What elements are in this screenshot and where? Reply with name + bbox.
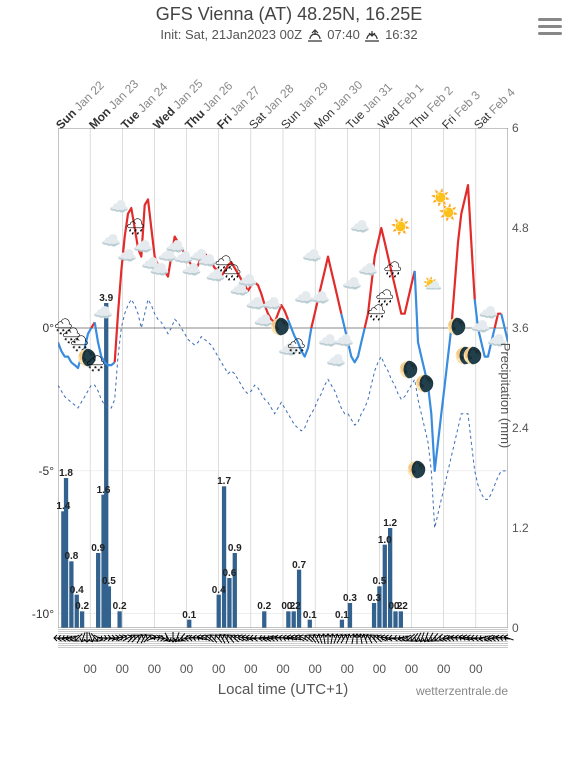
precip-label: 0.2: [257, 601, 271, 612]
hour-tick: 00: [244, 662, 257, 676]
hour-tick: 00: [341, 662, 354, 676]
sunrise-icon: [306, 29, 324, 43]
x-axis-label: Local time (UTC+1): [218, 681, 348, 698]
precip-label: 0.1: [303, 610, 317, 621]
precip-label: 0.1: [335, 610, 349, 621]
hour-tick: 00: [276, 662, 289, 676]
weather-icon-moon: 🌘: [463, 348, 481, 366]
ytick-left: -5°: [28, 464, 54, 478]
weather-icon-cloud: ☁️: [109, 199, 127, 217]
weather-icon-cloud: ☁️: [334, 333, 352, 351]
weather-icon-moon: 🌘: [407, 462, 425, 480]
weather-icon-raincloud: 🌧: [374, 290, 392, 308]
init-label: Init: Sat, 21Jan2023 00Z: [160, 27, 302, 42]
hour-tick: 00: [116, 662, 129, 676]
precip-label: 0.2: [287, 601, 301, 612]
precip-label: 0.5: [372, 576, 386, 587]
precip-label: 0.9: [91, 543, 105, 554]
ytick-left: -10°: [28, 607, 54, 621]
precip-label: 1.8: [59, 468, 73, 479]
weather-icon-cloud: ☁️: [262, 296, 280, 314]
weather-icon-partly: ⛅: [423, 276, 441, 294]
precip-label: 1.0: [378, 535, 392, 546]
weather-icon-snowcloud: 🌨: [85, 356, 103, 374]
precip-label: 1.4: [56, 501, 70, 512]
precip-label: 0.2: [394, 601, 408, 612]
weather-icon-cloud: ☁️: [358, 262, 376, 280]
hour-tick: 00: [180, 662, 193, 676]
y-right-label: Precipitation (mm): [498, 343, 513, 448]
weather-icon-cloud: ☁️: [479, 305, 497, 323]
precip-label: 0.4: [70, 585, 84, 596]
precip-label: 3.9: [99, 293, 113, 304]
chart-area: -10°-5°0°01.22.43.64.86Sun Jan 22Mon Jan…: [20, 48, 550, 748]
hour-tick: 00: [373, 662, 386, 676]
sunset-icon: [363, 29, 381, 43]
precip-label: 1.2: [383, 518, 397, 529]
ytick-right: 2.4: [512, 421, 542, 435]
attribution: wetterzentrale.de: [416, 684, 508, 698]
precip-label: 0.2: [75, 601, 89, 612]
hour-tick: 00: [83, 662, 96, 676]
ytick-left: 0°: [28, 321, 54, 335]
weather-icon-snowcloud: 🌨: [286, 339, 304, 357]
precip-label: 0.7: [292, 560, 306, 571]
precip-label: 0.9: [228, 543, 242, 554]
ytick-right: 1.2: [512, 521, 542, 535]
weather-icon-raincloud: 🌧: [382, 262, 400, 280]
precip-label: 0.3: [343, 593, 357, 604]
weather-icon-cloud: ☁️: [133, 239, 151, 257]
sunrise-time: 07:40: [327, 27, 360, 42]
hour-tick: 00: [148, 662, 161, 676]
hour-tick: 00: [437, 662, 450, 676]
weather-icon-cloud: ☁️: [93, 305, 111, 323]
plot-region: -10°-5°0°01.22.43.64.86Sun Jan 22Mon Jan…: [58, 128, 508, 648]
hour-tick: 00: [212, 662, 225, 676]
precip-label: 0.2: [113, 601, 127, 612]
precip-label: 0.4: [212, 585, 226, 596]
precip-label: 0.1: [182, 610, 196, 621]
weather-icon-moon: 🌘: [415, 376, 433, 394]
weather-icon-cloud: ☁️: [326, 353, 344, 371]
hour-tick: 00: [308, 662, 321, 676]
weather-icon-moon: 🌘: [447, 319, 465, 337]
wind-row: [58, 628, 508, 648]
precip-label: 0.6: [222, 568, 236, 579]
precip-label: 0.5: [102, 576, 116, 587]
precip-label: 1.7: [217, 476, 231, 487]
weather-icon-raincloud: 🌧: [125, 219, 143, 237]
day-label: Sat Feb 4: [471, 85, 518, 132]
ytick-right: 3.6: [512, 321, 542, 335]
ytick-right: 4.8: [512, 221, 542, 235]
weather-icon-cloud: ☁️: [350, 219, 368, 237]
sunset-time: 16:32: [385, 27, 418, 42]
weather-icon-moon: 🌘: [270, 319, 288, 337]
chart-container: GFS Vienna (AT) 48.25N, 16.25E Init: Sat…: [0, 0, 578, 768]
precip-label: 1.6: [97, 485, 111, 496]
hour-tick: 00: [405, 662, 418, 676]
ytick-right: 6: [512, 121, 542, 135]
chart-subtitle: Init: Sat, 21Jan2023 00Z 07:40 16:32: [0, 27, 578, 43]
weather-icon-sun: ☀️: [391, 219, 409, 237]
weather-icon-cloud: ☁️: [302, 248, 320, 266]
chart-header: GFS Vienna (AT) 48.25N, 16.25E Init: Sat…: [0, 0, 578, 43]
weather-icon-cloud: ☁️: [310, 290, 328, 308]
weather-icon-sun: ☀️: [439, 205, 457, 223]
menu-icon[interactable]: [538, 14, 562, 39]
precip-label: 0.3: [367, 593, 381, 604]
weather-icon-cloud: ☁️: [238, 273, 256, 291]
chart-title: GFS Vienna (AT) 48.25N, 16.25E: [0, 4, 578, 25]
hour-tick: 00: [469, 662, 482, 676]
precip-label: 0.8: [64, 551, 78, 562]
